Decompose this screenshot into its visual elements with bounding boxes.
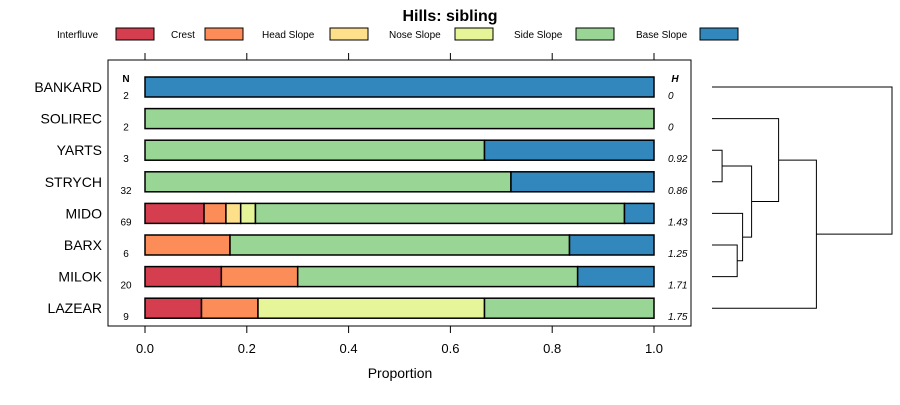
row-n: 9 [123,312,129,323]
legend-swatch [454,27,494,41]
bar-segment-side-slope [144,107,655,130]
row-label: YARTS [57,142,102,158]
row-label: BARX [64,237,103,253]
row-n: 2 [123,123,129,134]
dendrogram-link [722,165,753,238]
row-n: 2 [123,91,129,102]
dendrogram-link [712,244,738,278]
legend-label: Side Slope [514,30,563,41]
bar-segment-base-slope [510,171,655,193]
row-h: 0.92 [668,154,688,165]
row-h: 1.43 [668,217,688,228]
legend-swatch [699,27,739,41]
bar-segment-crest [203,202,227,225]
legend-label: Head Slope [262,30,315,41]
row-label: BANKARD [34,79,102,95]
row-n: 69 [120,217,132,228]
plot-panel [107,59,692,327]
bar-segment-interfluve [144,265,223,288]
bar-segment-crest [144,234,231,256]
dendrogram-link [712,149,723,183]
row-h: 0 [668,91,674,102]
row-h: 0 [668,123,674,134]
x-tick-label: 0.0 [136,341,154,356]
row-n: 32 [120,186,132,197]
row-n: 20 [120,281,132,292]
x-tick-label: 0.4 [340,341,358,356]
row-h: 1.71 [668,281,687,292]
row-n: 3 [123,154,129,165]
bar-segment-side-slope [229,234,571,256]
legend-swatch [204,27,244,41]
x-tick-label: 0.6 [441,341,459,356]
bar-segment-side-slope [483,297,655,319]
x-axis: 0.0 0.2 0.4 0.6 0.8 1.0 [136,53,663,356]
row-label: STRYCH [45,174,102,190]
bar-segment-side-slope [144,171,512,193]
dendrogram-link [712,212,744,262]
row-label: MILOK [58,269,102,285]
dendrogram [712,86,893,309]
bar-segment-head-slope [225,202,242,225]
legend: Interfluve Crest Head Slope Nose Slope Side … [57,27,739,41]
dendrogram-link [712,86,893,235]
x-tick-label: 0.8 [543,341,561,356]
legend-label: Nose Slope [389,30,441,41]
bar-segment-nose-slope [257,297,486,319]
legend-label: Base Slope [636,30,688,41]
row-h: 1.75 [668,312,688,323]
row-h: 0.86 [668,186,688,197]
row-label: MIDO [65,205,102,221]
bar-segment-base-slope [483,139,655,161]
legend-swatch [329,27,369,41]
x-tick-label: 1.0 [645,341,663,356]
bar-segment-side-slope [144,139,486,161]
x-tick-label: 0.2 [238,341,256,356]
legend-swatch [575,27,615,41]
legend-label: Crest [171,30,195,41]
bar-segment-nose-slope [239,202,257,225]
bar-segment-crest [220,265,299,288]
row-label: LAZEAR [48,300,102,316]
bar-segment-base-slope [623,202,655,225]
h-header: H [671,74,679,85]
row-h: 1.25 [668,249,688,260]
bar-segment-interfluve [144,297,203,319]
legend-label: Interfluve [57,30,99,41]
bar-segment-base-slope [568,234,655,256]
row-label: SOLIREC [41,111,102,127]
bar-segment-base-slope [576,265,655,288]
n-header: N [122,74,129,85]
legend-swatch [115,27,155,41]
chart-title: Hills: sibling [402,8,497,25]
row-n: 6 [123,249,129,260]
bar-segment-interfluve [144,202,205,225]
bar-segment-crest [200,297,259,319]
x-axis-label: Proportion [368,365,433,381]
bar-segment-base-slope [144,76,655,98]
bar-segment-side-slope [296,265,579,288]
bar-segment-side-slope [254,202,626,225]
dendrogram-link [712,159,817,309]
